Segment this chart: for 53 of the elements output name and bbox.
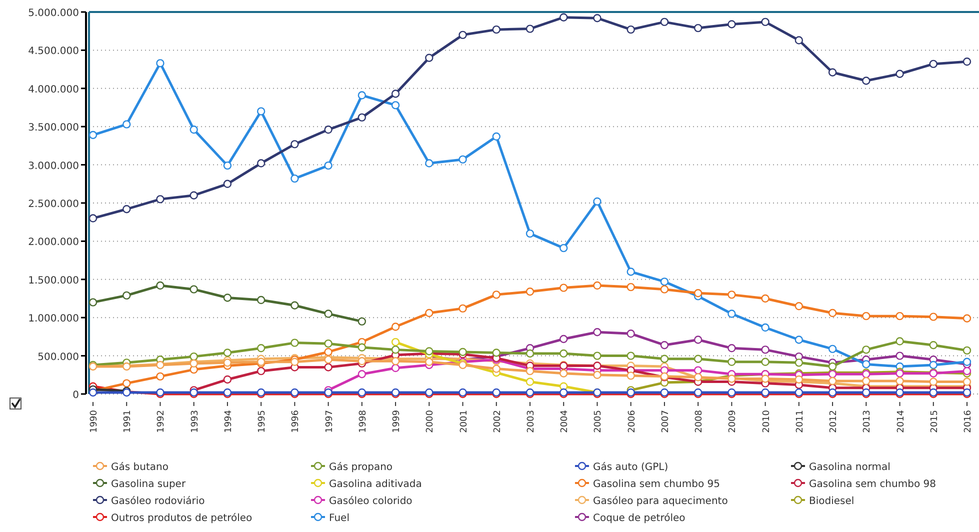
- x-tick-label: 2015: [930, 410, 940, 433]
- y-tick-label: 500.000: [38, 352, 79, 363]
- legend-label: Gás propano: [329, 462, 393, 473]
- x-tick-label: 2002: [492, 410, 503, 433]
- x-tick-label: 2001: [459, 410, 470, 433]
- legend-label: Outros produtos de petróleo: [111, 513, 252, 524]
- y-tick-label: 2.000.000: [28, 237, 79, 248]
- legend-label: Gasolina sem chumbo 95: [593, 479, 720, 490]
- y-tick-label: 4.000.000: [28, 84, 79, 96]
- legend-label: Gás butano: [111, 462, 168, 473]
- y-tick-label: 5.000.000: [28, 8, 79, 19]
- legend-label: Coque de petróleo: [593, 513, 686, 524]
- x-tick-label: 2005: [594, 410, 604, 433]
- x-tick-label: 2013: [862, 410, 873, 433]
- y-tick-label: 3.500.000: [28, 122, 79, 134]
- legend-label: Gasolina super: [111, 479, 186, 490]
- legend-label: Gasolina sem chumbo 98: [809, 479, 936, 490]
- legend-label: Gasolina normal: [809, 462, 890, 473]
- x-tick-label: 1995: [258, 410, 268, 433]
- legend-label: Gasolina aditivada: [329, 479, 422, 490]
- y-tick-label: 0: [72, 390, 79, 401]
- x-tick-label: 1996: [291, 410, 302, 433]
- legend-label: Gás auto (GPL): [593, 462, 668, 473]
- x-tick-label: 1999: [392, 410, 402, 433]
- x-tick-label: 2006: [627, 410, 638, 433]
- y-tick-label: 3.000.000: [28, 160, 79, 172]
- x-tick-label: 1993: [190, 410, 200, 433]
- x-tick-label: 1994: [224, 410, 234, 433]
- x-tick-label: 2011: [795, 410, 806, 433]
- x-tick-label: 2004: [560, 410, 570, 433]
- y-tick-label: 4.500.000: [28, 46, 79, 58]
- x-tick-label: 2007: [660, 410, 671, 433]
- x-tick-label: 2010: [762, 410, 772, 433]
- x-tick-label: 2003: [526, 410, 536, 433]
- x-tick-label: 1998: [358, 410, 368, 433]
- x-tick-label: 2000: [426, 410, 436, 433]
- y-tick-label: 2.500.000: [28, 199, 79, 210]
- x-tick-label: 2014: [896, 410, 906, 433]
- legend-label: Gasóleo para aquecimento: [593, 496, 728, 507]
- legend-label: Gasóleo colorido: [329, 496, 412, 507]
- x-tick-label: 1992: [156, 410, 167, 433]
- x-tick-label: 1997: [324, 410, 335, 433]
- x-tick-label: 2009: [728, 410, 738, 433]
- y-tick-label: 1.000.000: [28, 314, 79, 325]
- legend-label: Gasóleo rodoviário: [111, 496, 205, 507]
- x-tick-label: 2008: [694, 410, 705, 433]
- legend-label: Biodiesel: [809, 496, 854, 507]
- x-tick-label: 1991: [123, 410, 134, 433]
- x-tick-label: 2016: [964, 410, 974, 433]
- x-tick-label: 1990: [90, 410, 100, 433]
- legend-label: Fuel: [329, 513, 350, 524]
- y-tick-label: 1.500.000: [28, 275, 79, 286]
- x-tick-label: 2012: [829, 410, 840, 433]
